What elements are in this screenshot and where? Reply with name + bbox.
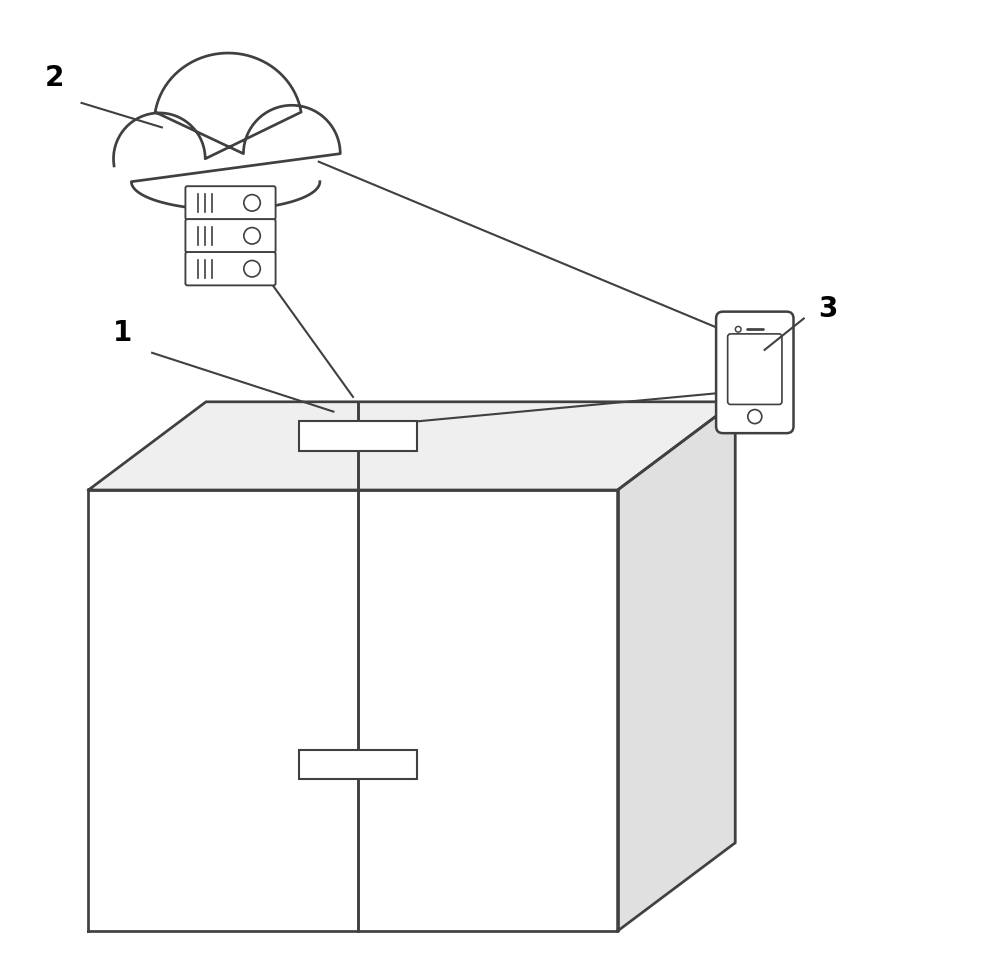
Text: 1: 1 bbox=[113, 319, 132, 347]
Circle shape bbox=[748, 410, 762, 423]
FancyBboxPatch shape bbox=[185, 220, 276, 253]
FancyBboxPatch shape bbox=[185, 252, 276, 285]
Circle shape bbox=[735, 326, 741, 332]
Bar bbox=[299, 750, 417, 779]
Circle shape bbox=[244, 227, 260, 244]
Polygon shape bbox=[88, 402, 735, 490]
Polygon shape bbox=[88, 490, 618, 931]
Text: 3: 3 bbox=[819, 295, 838, 322]
Polygon shape bbox=[113, 53, 340, 210]
Circle shape bbox=[244, 195, 260, 211]
FancyBboxPatch shape bbox=[728, 334, 782, 405]
FancyBboxPatch shape bbox=[716, 312, 794, 433]
Bar bbox=[299, 421, 417, 451]
Text: 2: 2 bbox=[44, 65, 64, 92]
Polygon shape bbox=[618, 402, 735, 931]
FancyBboxPatch shape bbox=[185, 186, 276, 220]
Circle shape bbox=[244, 261, 260, 277]
